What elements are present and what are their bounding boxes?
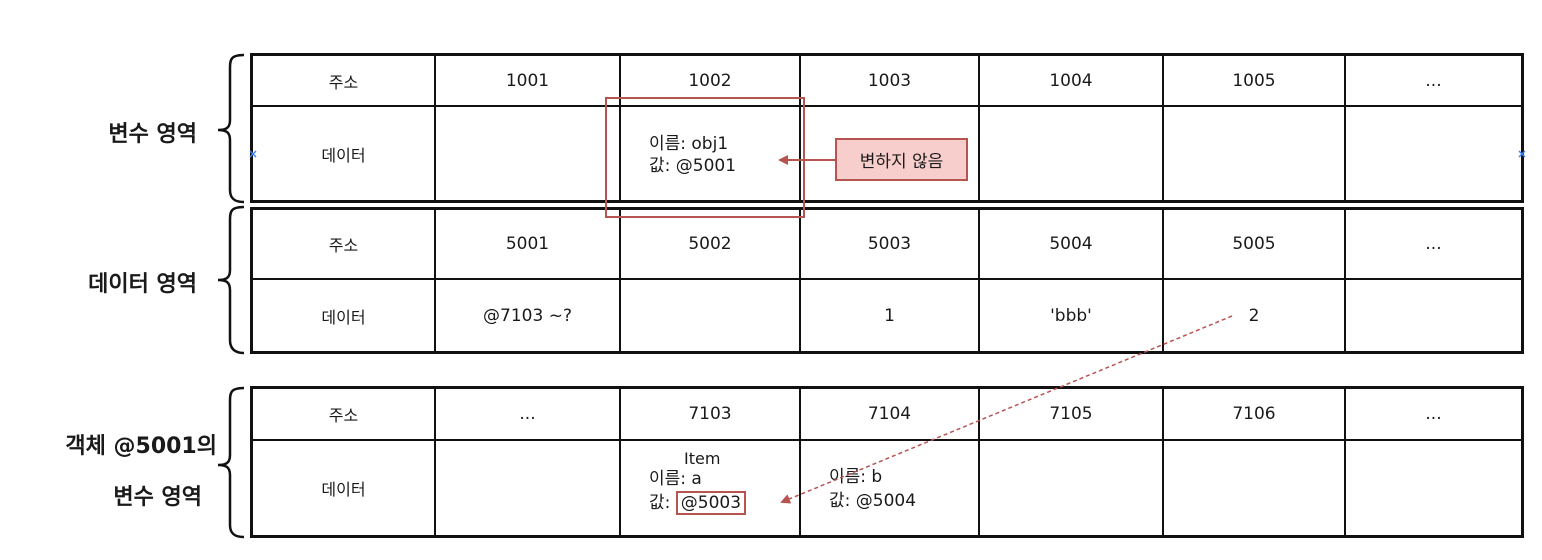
variable-b: 이름: b 값: @5004 xyxy=(829,465,916,513)
data-cell-7104: 이름: b 값: @5004 xyxy=(799,441,978,535)
address-cell: 7106 xyxy=(1162,389,1344,439)
unchanged-note: 변하지 않음 xyxy=(835,138,968,181)
address-cell: 1002 xyxy=(619,56,799,105)
data-header: 데이터 xyxy=(321,145,366,165)
data-row: 데이터 @7103 ~? 1 'bbb' 2 xyxy=(253,278,1521,351)
data-cell: 'bbb' xyxy=(978,280,1162,351)
address-header: 주소 xyxy=(328,72,359,92)
data-header: 데이터 xyxy=(321,480,366,499)
data-row: 데이터 Item 이름: a 값: @5003 이름: b 값: @5004 xyxy=(253,439,1521,535)
address-cell: 1005 xyxy=(1162,56,1344,105)
address-cell: 5002 xyxy=(619,210,799,278)
variable-obj1: 이름: obj1 값: @5001 xyxy=(649,133,736,177)
variable-a: 이름: a 값: @5003 xyxy=(649,467,747,515)
variable-name: 이름: b xyxy=(829,467,883,487)
highlighted-value: @5003 xyxy=(675,491,747,515)
data-cell xyxy=(978,107,1162,200)
data-header: 데이터 xyxy=(321,307,366,327)
variable-name: 이름: a xyxy=(649,469,702,489)
variable-area-table: 주소 1001 1002 1003 1004 1005 ... 데이터 이름: … xyxy=(250,53,1524,203)
address-cell: 5004 xyxy=(978,210,1162,278)
address-cell: 7103 xyxy=(619,389,799,439)
variable-area-label: 변수 영역 xyxy=(108,122,197,147)
data-area-table: 주소 5001 5002 5003 5004 5005 ... 데이터 @710… xyxy=(250,207,1524,354)
address-row: 주소 5001 5002 5003 5004 5005 ... xyxy=(253,210,1521,278)
data-cell xyxy=(1162,441,1344,535)
brace-object-area xyxy=(217,386,245,539)
data-area-label: 데이터 영역 xyxy=(88,272,197,297)
brace-variable-area xyxy=(217,53,245,204)
data-cell xyxy=(1162,107,1344,200)
data-cell xyxy=(1344,280,1521,351)
data-cell: 1 xyxy=(799,280,978,351)
data-cell: 2 xyxy=(1162,280,1344,351)
data-cell xyxy=(978,441,1162,535)
object-variable-area-table: 주소 ... 7103 7104 7105 7106 ... 데이터 Item … xyxy=(250,386,1524,538)
data-cell-1002: 이름: obj1 값: @5001 xyxy=(619,107,799,200)
address-header: 주소 xyxy=(328,406,359,425)
data-cell xyxy=(619,280,799,351)
address-row: 주소 1001 1002 1003 1004 1005 ... xyxy=(253,56,1521,105)
address-row: 주소 ... 7103 7104 7105 7106 ... xyxy=(253,389,1521,439)
variable-value: 값: @5004 xyxy=(829,491,917,511)
data-cell xyxy=(799,107,978,200)
object-area-label-line2: 변수 영역 xyxy=(113,485,202,510)
data-cell xyxy=(434,107,619,200)
address-header: 주소 xyxy=(328,236,359,255)
variable-value-prefix: 값: xyxy=(649,493,676,513)
data-cell xyxy=(1344,441,1521,535)
address-cell: 5001 xyxy=(434,210,619,278)
address-cell: 1001 xyxy=(434,56,619,105)
item-label: Item xyxy=(684,449,721,468)
address-cell: 1003 xyxy=(799,56,978,105)
address-cell: 7104 xyxy=(799,389,978,439)
address-cell: 1004 xyxy=(978,56,1162,105)
object-area-label-line1: 객체 @5001의 xyxy=(65,434,217,459)
variable-value: 값: @5001 xyxy=(649,156,737,176)
data-row: 데이터 이름: obj1 값: @5001 xyxy=(253,105,1521,200)
address-cell: ... xyxy=(1344,389,1521,439)
variable-name: 이름: obj1 xyxy=(649,134,729,154)
address-cell: ... xyxy=(1344,56,1521,105)
address-cell: 7105 xyxy=(978,389,1162,439)
unchanged-highlight-frame xyxy=(605,97,805,218)
address-cell: ... xyxy=(434,389,619,439)
data-cell xyxy=(434,441,619,535)
brace-data-area xyxy=(217,205,245,355)
address-cell: 5003 xyxy=(799,210,978,278)
data-cell: @7103 ~? xyxy=(434,280,619,351)
address-cell: 5005 xyxy=(1162,210,1344,278)
data-cell xyxy=(1344,107,1521,200)
address-cell: ... xyxy=(1344,210,1521,278)
data-cell-7103: Item 이름: a 값: @5003 xyxy=(619,441,799,535)
